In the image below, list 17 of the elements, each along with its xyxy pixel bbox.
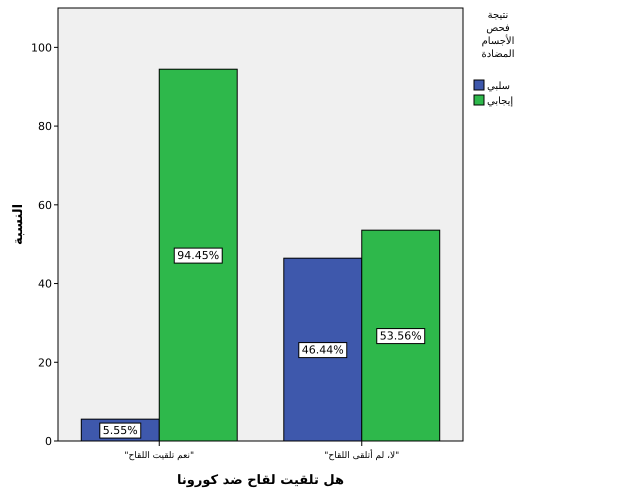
y-tick-label: 80: [38, 120, 52, 134]
data-label: 53.56%: [380, 330, 422, 343]
x-axis-title: هل تلقيت لقاح ضد كورونا: [177, 473, 344, 488]
x-tick-label: "نعم تلقيت اللقاح": [124, 451, 194, 461]
y-tick-label: 20: [38, 356, 52, 370]
y-tick-label: 60: [38, 198, 52, 212]
x-tick-label: "لا، لم أتلقى اللقاح": [324, 449, 400, 461]
data-label: 46.44%: [302, 344, 344, 357]
data-label: 5.55%: [102, 424, 138, 438]
y-tick-label: 0: [45, 435, 52, 448]
legend-title: نتيجة فحص الأجسام المضادة: [481, 10, 515, 60]
legend-label: إيجابي: [487, 96, 514, 107]
y-axis-title: النسبة: [11, 204, 26, 246]
y-tick-label: 100: [31, 41, 52, 54]
data-label: 94.45%: [177, 249, 220, 262]
legend-label: سلبي: [487, 81, 510, 92]
y-tick-label: 40: [38, 278, 52, 291]
